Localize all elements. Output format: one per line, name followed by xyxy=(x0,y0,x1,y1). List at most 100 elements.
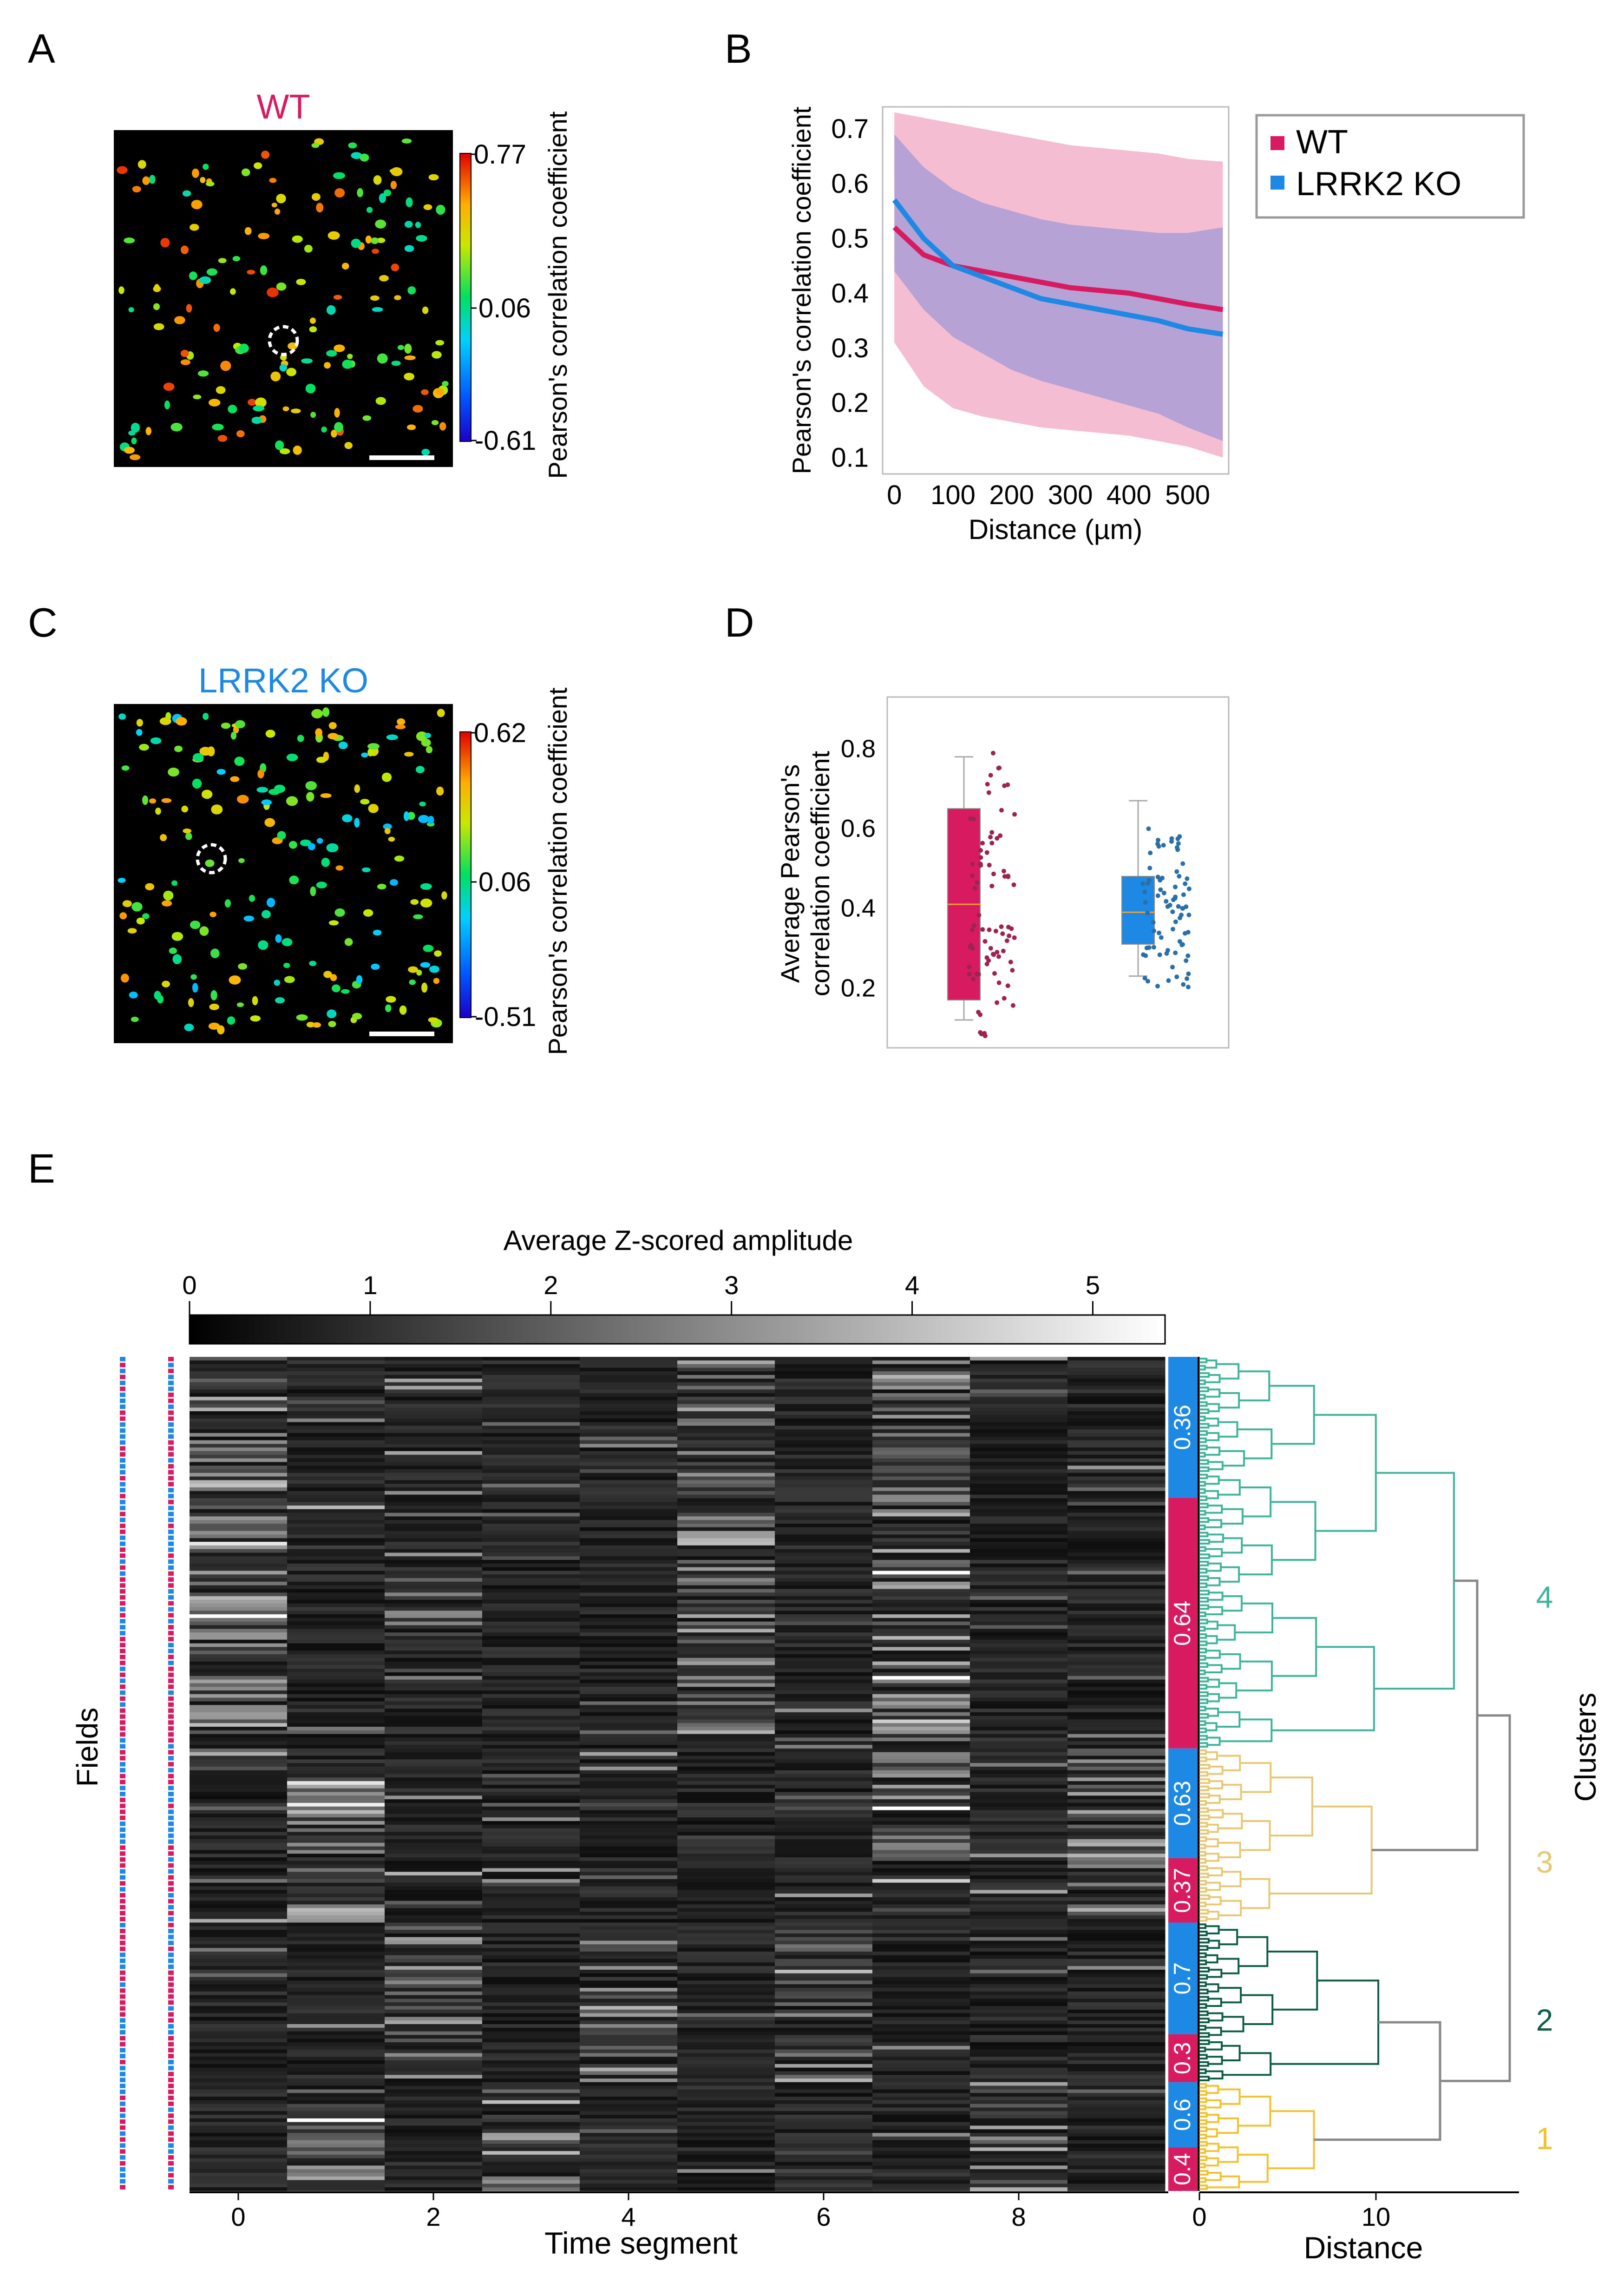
heatmap-cell xyxy=(287,2147,385,2151)
heatmap-cell xyxy=(872,1897,970,1901)
heatmap-cell xyxy=(580,1571,678,1575)
field-marker-right xyxy=(168,2167,174,2172)
cell xyxy=(408,966,419,973)
heatmap-cell xyxy=(385,1868,483,1872)
dendro-link xyxy=(1199,1981,1207,1987)
heatmap-cell xyxy=(482,1505,580,1510)
heatmap-cell xyxy=(385,1741,483,1745)
heatmap-cell xyxy=(482,1603,580,1608)
heatmap-cell xyxy=(190,1639,288,1644)
heatmap-cell xyxy=(190,2100,288,2104)
dendro-link xyxy=(1199,1858,1206,1864)
heatmap-cell xyxy=(580,1937,678,1941)
heatmap-cell xyxy=(287,2045,385,2050)
field-marker-right xyxy=(168,1786,174,1790)
cell xyxy=(391,167,403,177)
heatmap-cell xyxy=(482,2064,580,2068)
cell xyxy=(129,991,138,999)
heatmap-cell xyxy=(775,1951,873,1956)
heatmap-cell xyxy=(1067,2045,1166,2050)
field-marker-left xyxy=(120,1434,125,1439)
heatmap-cell xyxy=(190,1400,288,1405)
dendro-link xyxy=(1222,2045,1241,2061)
heatmap-cell xyxy=(385,1973,483,1978)
heatmap-cell xyxy=(1067,1603,1166,1608)
heatmap-cell xyxy=(385,1766,483,1771)
field-marker-left xyxy=(120,1535,125,1540)
heatmap-cell xyxy=(775,1759,873,1763)
heatmap-cell xyxy=(970,1454,1068,1459)
heatmap-cell xyxy=(190,2057,288,2061)
heatmap-cell xyxy=(1067,1842,1166,1847)
heatmap-cell xyxy=(1067,1629,1166,1633)
heatmap-cell xyxy=(482,1984,580,1988)
heatmap-cell xyxy=(872,2140,970,2144)
heatmap-cell xyxy=(1067,1940,1166,1945)
heatmap-cell xyxy=(872,1792,970,1796)
heatmap-cell xyxy=(482,1781,580,1785)
heatmap-cell xyxy=(1067,2049,1166,2054)
panel-c-cells xyxy=(118,707,447,1035)
heatmap-cell xyxy=(580,1611,678,1615)
heatmap-cell xyxy=(190,1654,288,1658)
heatmap-cell xyxy=(970,1868,1068,1872)
heatmap-cell xyxy=(190,1930,288,1934)
heatmap-cell xyxy=(287,1973,385,1978)
field-marker-right xyxy=(168,1928,174,1933)
heatmap-cell xyxy=(872,2006,970,2010)
heatmap-cell xyxy=(970,1378,1068,1383)
field-marker-left xyxy=(120,1631,125,1636)
heatmap-cell xyxy=(775,1716,873,1720)
field-marker-right xyxy=(168,2155,174,2160)
data-point xyxy=(1185,985,1191,990)
heatmap-cell xyxy=(385,1596,483,1600)
cell xyxy=(230,288,236,295)
panel-a-reference-cell-marker xyxy=(268,325,299,356)
heatmap-cell xyxy=(1067,1651,1166,1655)
field-marker-right xyxy=(168,1392,174,1397)
panel-e-colorbar-title: Average Z-scored amplitude xyxy=(504,1225,853,1256)
heatmap-cell xyxy=(287,2093,385,2097)
heatmap-cell xyxy=(677,1951,775,1956)
data-point xyxy=(1140,881,1146,886)
heatmap-cell xyxy=(872,1763,970,1767)
heatmap-cell xyxy=(385,1466,483,1470)
heatmap-cell xyxy=(677,1552,775,1557)
heatmap-cell xyxy=(190,1832,288,1836)
heatmap-cell xyxy=(872,1969,970,1974)
heatmap-cell xyxy=(775,2035,873,2039)
heatmap-cell xyxy=(1067,1378,1166,1383)
heatmap-cell xyxy=(677,2042,775,2046)
heatmap-cell xyxy=(287,1393,385,1397)
heatmap-cell xyxy=(677,1396,775,1401)
dendro-link xyxy=(1199,1611,1206,1617)
heatmap-cell xyxy=(775,2180,873,2184)
heatmap-cell xyxy=(580,1904,678,1908)
heatmap-cell xyxy=(482,1560,580,1564)
heatmap-cell xyxy=(872,1817,970,1822)
heatmap-cell xyxy=(482,1752,580,1756)
heatmap-cell xyxy=(385,2039,483,2043)
data-point xyxy=(1177,939,1182,944)
cell xyxy=(434,950,442,957)
dendro-link xyxy=(1199,1771,1209,1777)
heatmap-cell xyxy=(1067,1995,1166,1999)
field-marker-right xyxy=(168,2084,174,2088)
heatmap-cell xyxy=(1067,1904,1166,1908)
heatmap-cell xyxy=(1067,2067,1166,2072)
heatmap-cell xyxy=(580,1378,678,1383)
field-marker-right xyxy=(168,1404,174,1409)
heatmap-cell xyxy=(482,1824,580,1829)
heatmap-cell xyxy=(580,1643,678,1647)
heatmap-cell xyxy=(970,1545,1068,1550)
heatmap-cell xyxy=(482,1375,580,1379)
heatmap-cell xyxy=(287,1451,385,1455)
heatmap-cell xyxy=(385,1763,483,1767)
dendro-link xyxy=(1199,1720,1206,1726)
heatmap-cell xyxy=(482,1614,580,1618)
heatmap-cell xyxy=(872,1357,970,1361)
heatmap-cell xyxy=(287,1839,385,1843)
heatmap-cell xyxy=(775,1683,873,1687)
heatmap-cell xyxy=(970,1531,1068,1535)
heatmap-cell xyxy=(190,1647,288,1651)
